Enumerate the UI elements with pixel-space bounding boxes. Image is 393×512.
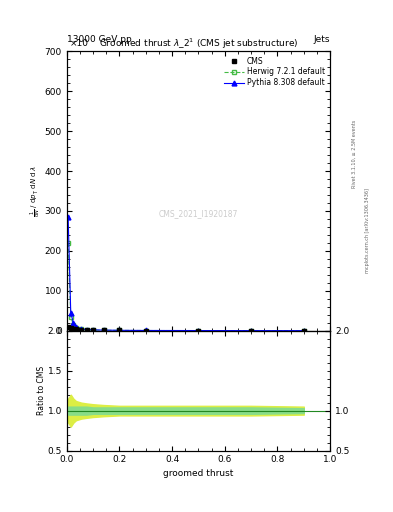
CMS xyxy=(73,326,78,332)
Herwig 7.2.1 default xyxy=(143,328,148,334)
CMS xyxy=(79,327,84,333)
Text: CMS_2021_I1920187: CMS_2021_I1920187 xyxy=(159,209,238,218)
Herwig 7.2.1 default xyxy=(249,328,253,334)
Title: Groomed thrust $\lambda\_2^1$ (CMS jet substructure): Groomed thrust $\lambda\_2^1$ (CMS jet s… xyxy=(99,37,298,51)
CMS xyxy=(196,328,201,334)
Text: ×10: ×10 xyxy=(70,39,88,49)
CMS xyxy=(71,326,76,332)
Herwig 7.2.1 default xyxy=(68,314,73,320)
CMS xyxy=(91,327,95,333)
CMS xyxy=(68,325,73,331)
Text: Jets: Jets xyxy=(314,34,330,44)
Text: 13000 GeV pp: 13000 GeV pp xyxy=(67,34,132,44)
Pythia 8.308 default xyxy=(79,326,84,332)
Pythia 8.308 default xyxy=(117,327,122,333)
Pythia 8.308 default xyxy=(101,327,106,333)
Y-axis label: Ratio to CMS: Ratio to CMS xyxy=(37,366,46,415)
CMS xyxy=(101,327,106,333)
Herwig 7.2.1 default xyxy=(91,327,95,333)
Pythia 8.308 default xyxy=(301,328,306,334)
Pythia 8.308 default xyxy=(66,214,70,220)
Herwig 7.2.1 default xyxy=(79,326,84,332)
CMS xyxy=(143,328,148,334)
CMS xyxy=(117,327,122,333)
Pythia 8.308 default xyxy=(73,324,78,330)
Herwig 7.2.1 default xyxy=(73,325,78,331)
Pythia 8.308 default xyxy=(249,328,253,334)
Line: Pythia 8.308 default: Pythia 8.308 default xyxy=(66,215,306,333)
Text: Rivet 3.1.10, ≥ 2.5M events: Rivet 3.1.10, ≥ 2.5M events xyxy=(352,119,357,188)
X-axis label: groomed thrust: groomed thrust xyxy=(163,468,234,478)
Herwig 7.2.1 default xyxy=(71,322,76,328)
Text: mcplots.cern.ch [arXiv:1306.3436]: mcplots.cern.ch [arXiv:1306.3436] xyxy=(365,188,371,273)
Herwig 7.2.1 default xyxy=(301,328,306,334)
Herwig 7.2.1 default xyxy=(84,327,89,333)
Line: CMS: CMS xyxy=(66,325,306,333)
Pythia 8.308 default xyxy=(143,327,148,333)
CMS xyxy=(301,328,306,334)
Pythia 8.308 default xyxy=(84,327,89,333)
Herwig 7.2.1 default xyxy=(117,327,122,333)
Pythia 8.308 default xyxy=(91,327,95,333)
Line: Herwig 7.2.1 default: Herwig 7.2.1 default xyxy=(66,241,306,333)
Pythia 8.308 default xyxy=(196,328,201,334)
CMS xyxy=(84,327,89,333)
Legend: CMS, Herwig 7.2.1 default, Pythia 8.308 default: CMS, Herwig 7.2.1 default, Pythia 8.308 … xyxy=(221,53,328,91)
Pythia 8.308 default xyxy=(68,310,73,316)
Pythia 8.308 default xyxy=(71,319,76,326)
CMS xyxy=(66,324,70,330)
Herwig 7.2.1 default xyxy=(101,327,106,333)
Herwig 7.2.1 default xyxy=(66,240,70,246)
CMS xyxy=(249,328,253,334)
Herwig 7.2.1 default xyxy=(196,328,201,334)
Y-axis label: $\frac{1}{\mathregular{d}N}$ / $\mathregular{d}p_\mathregular{T}$ $\mathregular{: $\frac{1}{\mathregular{d}N}$ / $\mathreg… xyxy=(29,165,43,217)
